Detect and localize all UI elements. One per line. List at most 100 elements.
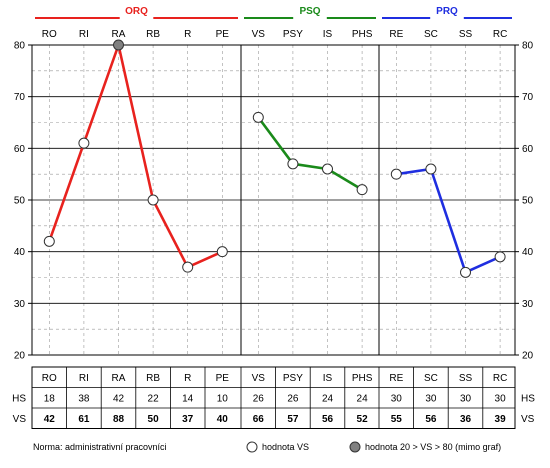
series-line-orq [117, 43, 155, 202]
data-point-ra [113, 39, 124, 51]
category-label-top: VS [252, 29, 266, 40]
table-vs-value: 66 [253, 414, 265, 425]
y-tick-label-left: 50 [14, 196, 26, 207]
category-label-top: PE [216, 29, 230, 40]
legend-filled-text: hodnota 20 > VS > 80 (mimo graf) [365, 442, 501, 452]
data-point-ri [78, 137, 90, 149]
row-label-hs-right: HS [521, 394, 535, 405]
table-category: VS [252, 373, 266, 384]
table-category: RE [389, 373, 403, 384]
table-vs-value: 56 [322, 414, 334, 425]
table-category: RB [146, 373, 160, 384]
table-category: RO [42, 373, 57, 384]
category-label-top: RA [112, 29, 126, 40]
score-table [31, 366, 516, 429]
y-tick-label-right: 50 [522, 196, 534, 207]
y-tick-label-left: 60 [14, 144, 26, 155]
table-vs-value: 50 [148, 414, 160, 425]
category-label-top: RB [146, 29, 160, 40]
y-tick-label-right: 30 [522, 299, 534, 310]
table-hs-value: 22 [148, 394, 160, 405]
table-hs-value: 18 [44, 394, 56, 405]
y-tick-label-left: 80 [14, 41, 26, 52]
table-hs-value: 10 [217, 394, 229, 405]
data-point-rc [494, 251, 506, 263]
series-line-orq [151, 198, 189, 269]
table-category: SC [424, 373, 438, 384]
y-tick-label-right: 60 [522, 144, 534, 155]
table-category: PSY [283, 373, 303, 384]
table-vs-value: 55 [391, 414, 403, 425]
category-label-top: PHS [352, 29, 373, 40]
y-tick-label-right: 20 [522, 351, 534, 362]
data-point-phs [356, 184, 368, 196]
row-label-hs-left: HS [12, 394, 26, 405]
series-line-psq [291, 162, 329, 171]
data-point-r [182, 261, 194, 273]
table-hs-value: 42 [113, 394, 125, 405]
series-line-psq [326, 167, 364, 191]
table-hs-value: 24 [322, 394, 334, 405]
table-vs-value: 61 [78, 414, 90, 425]
y-tick-label-left: 40 [14, 247, 26, 258]
category-label-top: PSY [283, 29, 303, 40]
series-line-prq [464, 255, 502, 274]
table-category: RC [493, 373, 507, 384]
data-point-vs [252, 111, 264, 123]
table-vs-value: 56 [425, 414, 437, 425]
data-point-pe [216, 246, 228, 258]
table-vs-value: 39 [495, 414, 507, 425]
table-hs-value: 30 [425, 394, 437, 405]
table-hs-value: 24 [357, 394, 369, 405]
row-label-vs-right: VS [521, 414, 535, 425]
table-hs-value: 26 [287, 394, 299, 405]
table-vs-value: 57 [287, 414, 299, 425]
series-line-prq [429, 167, 467, 274]
data-point-rb [147, 194, 159, 206]
category-label-top: RO [42, 29, 57, 40]
table-category: PE [216, 373, 230, 384]
series-line-psq [256, 116, 295, 166]
y-tick-label-right: 70 [522, 92, 534, 103]
y-tick-label-left: 30 [14, 299, 26, 310]
series-line-orq [186, 250, 224, 269]
group-title-psq: PSQ [299, 6, 320, 17]
table-vs-value: 36 [460, 414, 472, 425]
table-hs-value: 38 [78, 394, 90, 405]
y-tick-label-right: 40 [522, 247, 534, 258]
table-vs-value: 37 [182, 414, 194, 425]
table-hs-value: 30 [460, 394, 472, 405]
data-point-ss [460, 266, 471, 278]
legend-open-text: hodnota VS [262, 442, 309, 452]
table-vs-value: 52 [357, 414, 369, 425]
table-hs-value: 30 [495, 394, 507, 405]
legend-norm-text: Norma: administrativní pracovníci [33, 442, 167, 452]
category-label-top: SC [424, 29, 438, 40]
category-label-top: IS [323, 29, 333, 40]
table-hs-value: 30 [391, 394, 403, 405]
category-label-top: R [184, 29, 191, 40]
y-tick-label-right: 80 [522, 41, 534, 52]
legend-open-marker [246, 441, 258, 453]
series-line-orq [82, 43, 120, 145]
data-point-is [322, 163, 333, 175]
y-tick-label-left: 70 [14, 92, 26, 103]
row-label-vs-left: VS [13, 414, 27, 425]
table-hs-value: 14 [182, 394, 194, 405]
group-title-prq: PRQ [436, 6, 458, 17]
data-point-sc [425, 163, 437, 175]
table-vs-value: 88 [113, 414, 125, 425]
data-point-re [390, 168, 402, 180]
table-category: PHS [352, 373, 373, 384]
data-point-psy [287, 158, 299, 170]
group-title-orq: ORQ [125, 6, 148, 17]
y-tick-label-left: 20 [14, 351, 26, 362]
table-category: RI [79, 373, 89, 384]
data-point-ro [43, 235, 55, 247]
table-category: SS [459, 373, 473, 384]
category-label-top: RC [493, 29, 507, 40]
table-category: IS [323, 373, 333, 384]
table-vs-value: 42 [44, 414, 56, 425]
